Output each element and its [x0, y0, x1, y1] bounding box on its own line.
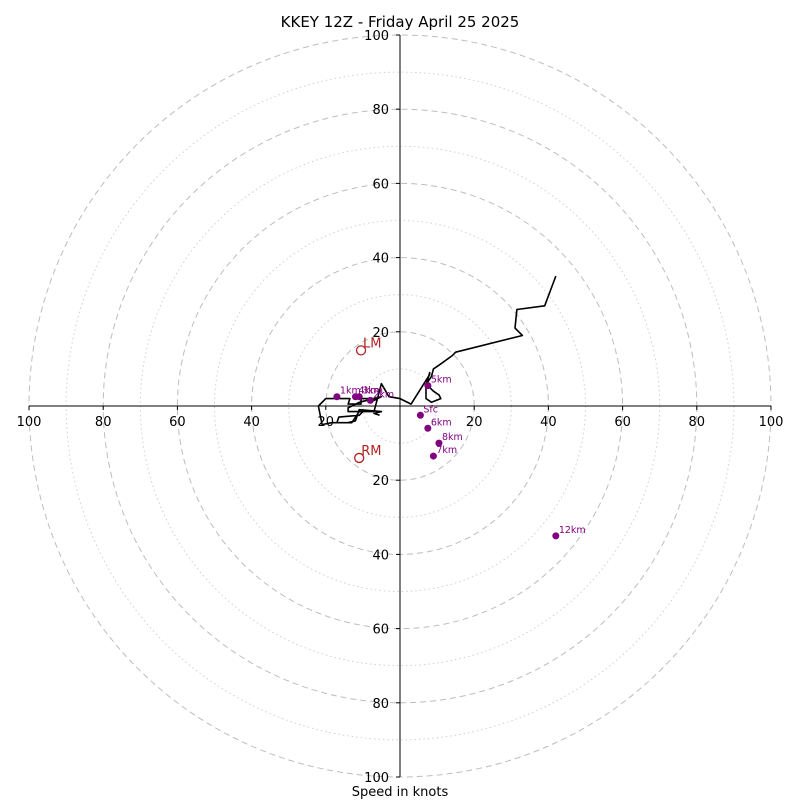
height-label: 6km: [431, 417, 452, 428]
height-marker: [424, 382, 432, 390]
chart-title: KKEY 12Z - Friday April 25 2025: [281, 13, 520, 31]
y-tick-label: 60: [372, 177, 389, 192]
y-tick-label: 100: [364, 29, 389, 44]
x-tick-label: 100: [17, 415, 42, 430]
height-label: 7km: [436, 445, 457, 456]
x-axis-label: Speed in knots: [352, 785, 449, 800]
wind-trace: [317, 275, 557, 426]
y-tick-label: 20: [372, 474, 389, 489]
height-label: 3km: [362, 386, 383, 397]
height-marker: [416, 411, 424, 419]
height-marker: [429, 452, 437, 460]
tick-labels: 100 80 60 40 20 20 40 60 80 100100806040202040608…: [17, 29, 784, 786]
x-tick-label: 20: [466, 415, 483, 430]
y-tick-label: 40: [372, 252, 389, 267]
y-tick-label: 40: [372, 548, 389, 563]
storm-motion-marker: [354, 452, 365, 464]
height-marker: [366, 396, 374, 404]
storm-motion-label: RM: [361, 444, 381, 459]
height-label: 5km: [431, 375, 452, 386]
height-label: 1km: [340, 386, 361, 397]
height-label: Sfc: [423, 404, 438, 415]
y-tick-label: 20: [372, 326, 389, 341]
height-marker: [435, 439, 443, 447]
x-tick-label: 40: [243, 415, 260, 430]
storm-motion-label: LM: [363, 336, 381, 351]
storm-motion-marker: [355, 345, 367, 356]
x-tick-label: 80: [95, 415, 112, 430]
height-marker: [333, 393, 341, 401]
wind-trace-line: [317, 275, 557, 426]
y-tick-label: 80: [372, 103, 389, 118]
y-tick-label: 60: [372, 623, 389, 638]
x-tick-label: 80: [689, 415, 706, 430]
height-label: 2km: [373, 389, 394, 400]
x-tick-label: 40: [540, 415, 557, 430]
y-tick-label: 80: [372, 697, 389, 712]
storm-motion-markers: LM RM: [354, 336, 382, 464]
x-tick-label: 60: [169, 415, 186, 430]
x-tick-label: 100: [759, 415, 784, 430]
height-marker: [424, 424, 432, 432]
height-marker: [552, 532, 560, 540]
height-label: 8km: [442, 432, 463, 443]
height-label: 12km: [559, 525, 586, 536]
height-label: 4km: [358, 386, 379, 397]
y-tick-label: 100: [364, 771, 389, 786]
height-marker: [351, 393, 359, 401]
axes: [29, 35, 771, 777]
x-tick-label: 60: [614, 415, 631, 430]
